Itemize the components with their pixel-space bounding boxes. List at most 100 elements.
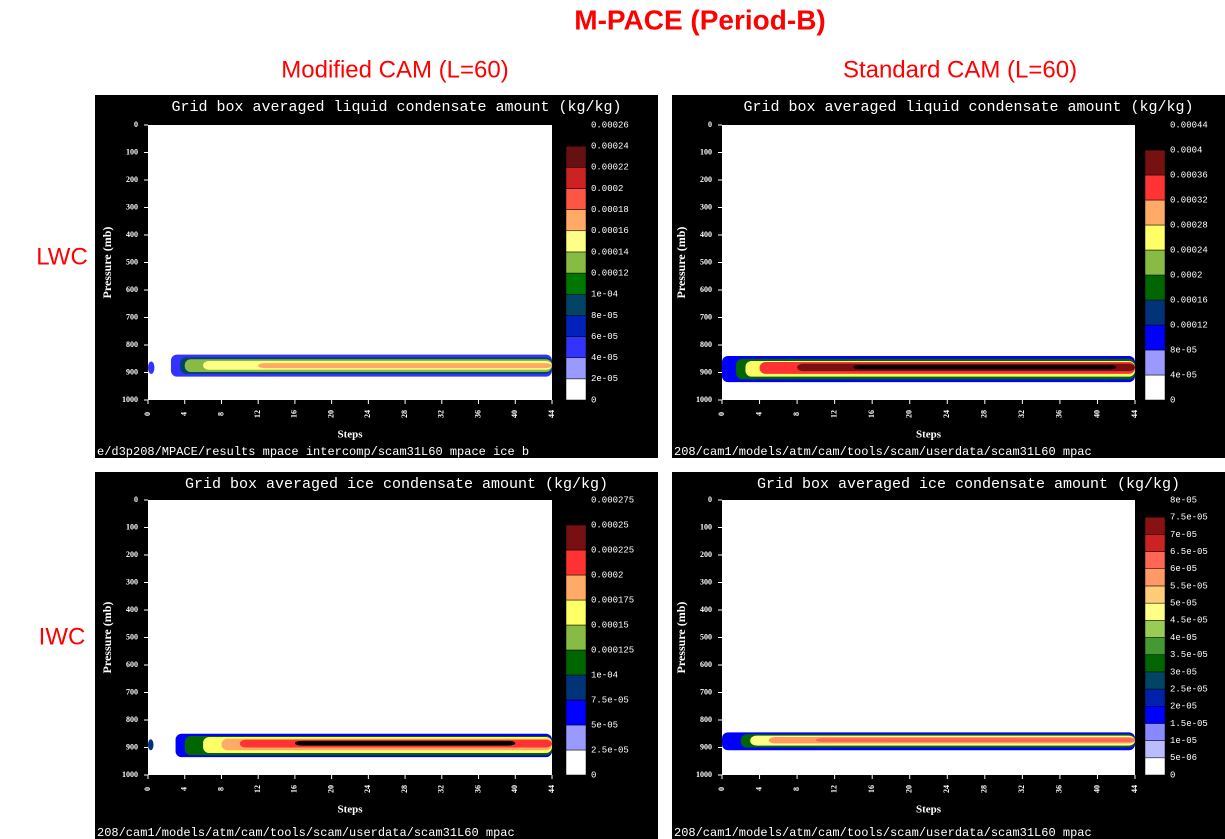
x-tick-label: 40 (1092, 785, 1101, 793)
contour-region (148, 739, 154, 751)
y-tick-label: 900 (700, 367, 712, 376)
colorbar-swatch (565, 272, 587, 295)
colorbar-label: 3.5e-05 (1170, 650, 1208, 660)
x-tick-label: 12 (253, 410, 262, 418)
y-tick-label: 900 (126, 742, 138, 751)
colorbar-swatch (565, 724, 587, 751)
x-tick-label: 40 (510, 785, 519, 793)
x-tick-label: 24 (942, 785, 951, 793)
figure-title: M-PACE (Period-B) (574, 4, 825, 35)
colorbar-swatch (1144, 174, 1166, 201)
column-label: Modified CAM (L=60) (281, 56, 508, 83)
y-tick-label: 300 (700, 577, 712, 586)
colorbar-label: 1e-05 (1170, 736, 1197, 746)
x-tick-label: 4 (180, 787, 189, 791)
colorbar-label: 0 (1170, 770, 1175, 780)
panel-title: Grid box averaged ice condensate amount … (185, 476, 608, 493)
colorbar-swatch (1144, 757, 1166, 776)
colorbar-label: 0.000175 (591, 595, 634, 605)
x-tick-label: 28 (980, 785, 989, 793)
colorbar-label: 6e-05 (1170, 564, 1197, 574)
y-tick-label: 600 (700, 660, 712, 669)
colorbar-swatch (1144, 349, 1166, 376)
colorbar-label: 1e-04 (591, 290, 618, 300)
x-tick-label: 28 (400, 410, 409, 418)
colorbar-label: 3e-05 (1170, 667, 1197, 677)
y-tick-label: 300 (126, 577, 138, 586)
colorbar-label: 0.00016 (1170, 295, 1208, 305)
y-tick-label: 600 (126, 660, 138, 669)
y-axis-label: Pressure (mb) (674, 602, 688, 674)
x-tick-label: 12 (829, 410, 838, 418)
y-tick-label: 500 (700, 257, 712, 266)
colorbar-label: 2.5e-05 (1170, 684, 1208, 694)
y-axis-label: Pressure (mb) (100, 227, 114, 299)
y-tick-label: 700 (700, 312, 712, 321)
colorbar-label: 0.00036 (1170, 170, 1208, 180)
colorbar-swatch (1144, 274, 1166, 301)
y-tick-label: 1000 (696, 770, 712, 779)
colorbar-swatch (565, 378, 587, 401)
colorbar-swatch (1144, 324, 1166, 351)
colorbar-label: 0.00012 (591, 268, 629, 278)
colorbar-label: 0.00012 (1170, 320, 1208, 330)
colorbar-label: 0 (1170, 395, 1175, 405)
colorbar-label: 0.0002 (591, 570, 623, 580)
x-tick-label: 8 (792, 787, 801, 791)
colorbar-swatch (565, 251, 587, 274)
colorbar-swatch (1144, 124, 1166, 151)
y-tick-label: 200 (700, 550, 712, 559)
x-tick-label: 24 (942, 410, 951, 418)
colorbar-swatch (1144, 637, 1166, 655)
colorbar-label: 8e-05 (1170, 345, 1197, 355)
x-tick-label: 28 (400, 785, 409, 793)
file-path: e/d3p208/MPACE/results mpace intercomp/s… (97, 445, 529, 459)
row-label: LWC (36, 243, 88, 270)
y-tick-label: 0 (708, 120, 712, 129)
y-axis-label: Pressure (mb) (674, 227, 688, 299)
colorbar-label: 0.0004 (1170, 145, 1202, 155)
colorbar-label: 0.00044 (1170, 120, 1208, 130)
y-tick-label: 900 (126, 367, 138, 376)
x-tick-label: 20 (326, 410, 335, 418)
y-tick-label: 1000 (122, 770, 138, 779)
colorbar-swatch (565, 336, 587, 358)
colorbar-label: 5.5e-05 (1170, 581, 1208, 591)
colorbar-label: 4e-05 (1170, 633, 1197, 643)
x-tick-label: 12 (829, 785, 838, 793)
colorbar-label: 2e-05 (1170, 702, 1197, 712)
colorbar-swatch (565, 549, 587, 576)
x-tick-label: 44 (547, 785, 556, 793)
y-tick-label: 1000 (122, 395, 138, 404)
colorbar-label: 0.00014 (591, 247, 629, 257)
x-tick-label: 4 (754, 787, 763, 791)
colorbar-label: 0.00025 (591, 520, 629, 530)
x-tick-label: 28 (980, 410, 989, 418)
y-tick-label: 500 (126, 257, 138, 266)
y-tick-label: 0 (134, 495, 138, 504)
x-tick-label: 44 (1130, 785, 1139, 793)
colorbar-swatch (1144, 551, 1166, 569)
colorbar-label: 0.00016 (591, 226, 629, 236)
colorbar-swatch (565, 209, 587, 232)
y-tick-label: 100 (126, 147, 138, 156)
y-tick-label: 500 (126, 632, 138, 641)
colorbar-swatch (565, 524, 587, 551)
y-tick-label: 400 (700, 605, 712, 614)
x-tick-label: 20 (905, 410, 914, 418)
contour-region (815, 738, 1135, 742)
y-tick-label: 0 (708, 495, 712, 504)
colorbar-label: 2.5e-05 (591, 745, 629, 755)
contour-region (853, 365, 1117, 370)
colorbar-swatch (565, 649, 587, 676)
x-axis-label: Steps (916, 804, 942, 816)
y-tick-label: 700 (126, 312, 138, 321)
colorbar-label: 4e-05 (1170, 370, 1197, 380)
colorbar-label: 5e-06 (1170, 753, 1197, 763)
colorbar-label: 2e-05 (591, 374, 618, 384)
x-axis-label: Steps (337, 429, 363, 441)
x-tick-label: 32 (1017, 785, 1026, 793)
x-tick-label: 0 (143, 787, 152, 791)
colorbar-swatch (1144, 723, 1166, 741)
y-tick-label: 100 (700, 147, 712, 156)
